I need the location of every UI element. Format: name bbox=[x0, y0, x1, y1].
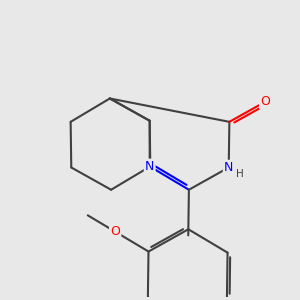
Text: H: H bbox=[236, 169, 244, 179]
Text: N: N bbox=[224, 161, 233, 174]
Text: O: O bbox=[110, 225, 120, 238]
Text: O: O bbox=[260, 95, 270, 108]
Text: N: N bbox=[145, 160, 154, 173]
